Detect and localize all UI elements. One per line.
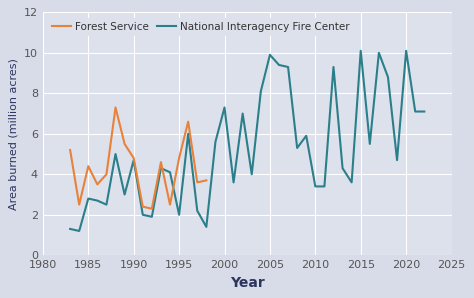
National Interagency Fire Center [203,225,209,229]
Forest Service [85,164,91,168]
Line: Forest Service: Forest Service [70,108,206,209]
Forest Service [194,181,200,184]
Forest Service [203,179,209,182]
National Interagency Fire Center [149,215,155,218]
National Interagency Fire Center [94,199,100,202]
National Interagency Fire Center [122,193,128,196]
National Interagency Fire Center [76,229,82,233]
National Interagency Fire Center [158,166,164,170]
Line: National Interagency Fire Center: National Interagency Fire Center [70,51,424,231]
National Interagency Fire Center [412,110,418,113]
National Interagency Fire Center [267,53,273,57]
National Interagency Fire Center [421,110,427,113]
Forest Service [176,156,182,160]
National Interagency Fire Center [294,146,300,150]
National Interagency Fire Center [376,51,382,55]
Forest Service [167,203,173,207]
National Interagency Fire Center [276,63,282,67]
Forest Service [185,120,191,123]
Y-axis label: Area burned (million acres): Area burned (million acres) [9,58,18,210]
National Interagency Fire Center [331,65,337,69]
National Interagency Fire Center [249,173,255,176]
National Interagency Fire Center [194,209,200,212]
Forest Service [140,205,146,209]
National Interagency Fire Center [340,166,346,170]
National Interagency Fire Center [176,213,182,217]
Forest Service [149,207,155,210]
Forest Service [76,203,82,207]
National Interagency Fire Center [349,181,355,184]
National Interagency Fire Center [131,158,137,162]
National Interagency Fire Center [185,132,191,136]
National Interagency Fire Center [403,49,409,52]
Forest Service [104,173,109,176]
National Interagency Fire Center [367,142,373,146]
National Interagency Fire Center [167,170,173,174]
National Interagency Fire Center [321,185,327,188]
Forest Service [158,160,164,164]
National Interagency Fire Center [385,75,391,79]
National Interagency Fire Center [240,112,246,115]
National Interagency Fire Center [394,158,400,162]
Forest Service [94,183,100,186]
National Interagency Fire Center [258,89,264,93]
National Interagency Fire Center [113,152,118,156]
National Interagency Fire Center [85,197,91,200]
National Interagency Fire Center [140,213,146,217]
Forest Service [122,142,128,146]
National Interagency Fire Center [212,140,218,144]
National Interagency Fire Center [285,65,291,69]
National Interagency Fire Center [67,227,73,231]
National Interagency Fire Center [312,185,318,188]
National Interagency Fire Center [303,134,309,138]
National Interagency Fire Center [222,106,228,109]
National Interagency Fire Center [358,49,364,52]
National Interagency Fire Center [231,181,237,184]
Forest Service [113,106,118,109]
National Interagency Fire Center [104,203,109,207]
Legend: Forest Service, National Interagency Fire Center: Forest Service, National Interagency Fir… [48,18,354,36]
Forest Service [131,156,137,160]
X-axis label: Year: Year [230,276,264,290]
Forest Service [67,148,73,152]
